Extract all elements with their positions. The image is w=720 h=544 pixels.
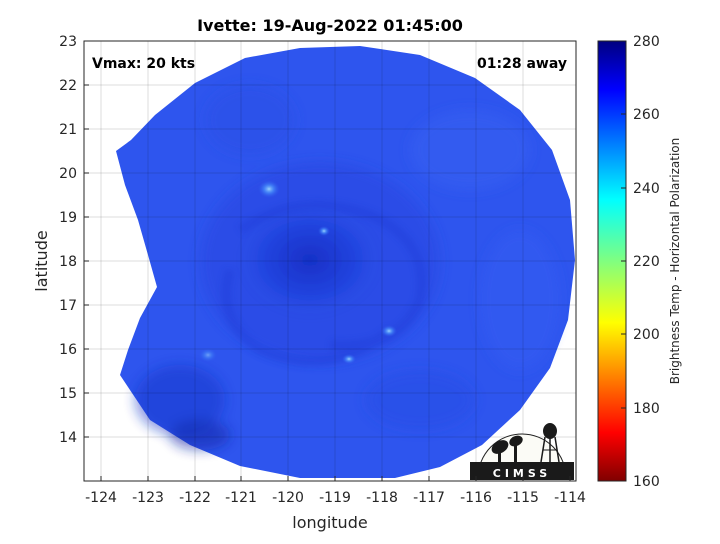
y-tick-label: 21 [59, 122, 77, 138]
x-tick-label: -118 [366, 490, 398, 506]
x-axis-label: longitude [292, 513, 367, 532]
map-axes: CIMSS Vmax [83, 40, 577, 482]
colorbar-tick-label: 200 [633, 327, 660, 343]
x-tick-label: -123 [132, 490, 164, 506]
colorbar-ticks [621, 113, 626, 409]
colorbar-tick-label: 160 [633, 474, 660, 490]
y-tick-label: 22 [59, 78, 77, 94]
plot-title: Ivette: 19-Aug-2022 01:45:00 [197, 16, 463, 35]
colorbar-tick-label: 260 [633, 107, 660, 123]
cimss-logo: CIMSS [470, 423, 574, 480]
y-axis-label: latitude [32, 230, 51, 291]
x-tick-label: -116 [460, 490, 492, 506]
axis-ticks [84, 40, 571, 481]
x-tick-label: -114 [554, 490, 586, 506]
y-tick-label: 17 [59, 298, 77, 314]
y-tick-label: 23 [59, 34, 77, 50]
x-tick-label: -115 [507, 490, 539, 506]
logo-ground [470, 462, 574, 480]
colorbar-tick-label: 240 [633, 181, 660, 197]
x-tick-label: -121 [225, 490, 257, 506]
y-tick-labels: 23 22 21 20 19 18 17 16 15 14 [59, 34, 77, 446]
colorbar-tick-label: 180 [633, 401, 660, 417]
y-tick-label: 18 [59, 254, 77, 270]
colorbar-tick-label: 220 [633, 254, 660, 270]
x-tick-label: -119 [319, 490, 351, 506]
x-tick-labels: -124 -123 -122 -121 -120 -119 -118 -117 … [85, 490, 586, 506]
x-tick-label: -124 [85, 490, 117, 506]
y-tick-label: 15 [59, 386, 77, 402]
x-tick-label: -117 [413, 490, 445, 506]
colorbar-label: Brightness Temp - Horizontal Polarizatio… [668, 138, 682, 385]
y-tick-label: 19 [59, 210, 77, 226]
away-label: 01:28 away [477, 56, 567, 72]
colorbar-tick-label: 280 [633, 34, 660, 50]
logo-text: CIMSS [493, 467, 551, 480]
grid [84, 41, 576, 481]
y-tick-label: 16 [59, 342, 77, 358]
satellite-swath [116, 46, 575, 478]
y-tick-label: 14 [59, 430, 77, 446]
warm-spots [199, 180, 397, 364]
x-tick-label: -122 [179, 490, 211, 506]
vmax-label: Vmax: 20 kts [92, 56, 195, 72]
x-tick-label: -120 [272, 490, 304, 506]
colorbar: 280 260 240 220 200 180 160 Brightness T… [597, 34, 682, 490]
y-tick-label: 20 [59, 166, 77, 182]
